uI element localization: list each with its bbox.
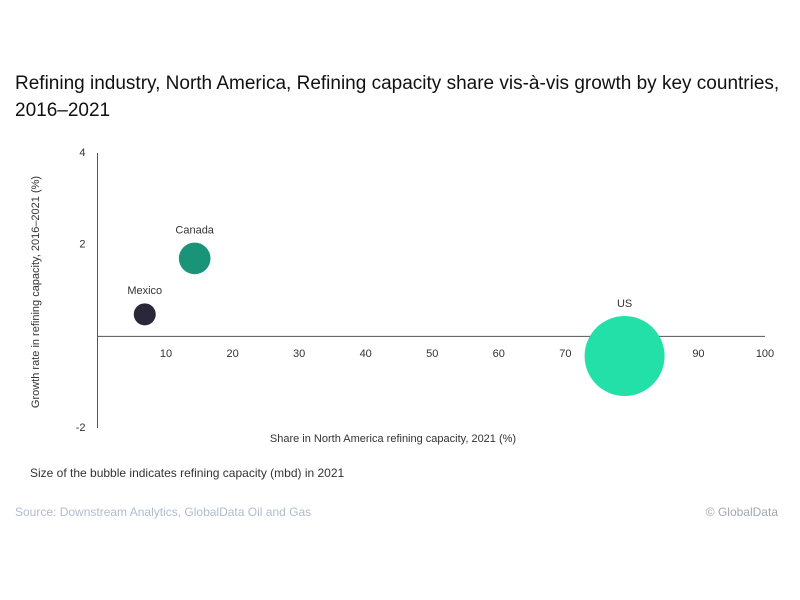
bubble xyxy=(178,242,211,275)
x-tick-label: 90 xyxy=(692,348,704,360)
source: Source: Downstream Analytics, GlobalData… xyxy=(15,505,312,519)
copyright: © GlobalData xyxy=(705,505,778,519)
y-tick-label: 4 xyxy=(79,147,85,159)
bubble-label: Canada xyxy=(175,224,214,236)
x-tick-label: 40 xyxy=(360,348,372,360)
x-tick-label: 10 xyxy=(160,348,172,360)
y-tick-label: -2 xyxy=(76,422,86,434)
x-tick-label: 50 xyxy=(426,348,438,360)
x-axis-label: Share in North America refining capacity… xyxy=(270,433,516,445)
y-axis-label: Growth rate in refining capacity, 2016–2… xyxy=(30,176,42,408)
y-tick-label: 2 xyxy=(79,239,85,251)
x-tick-label: 70 xyxy=(559,348,571,360)
chart-title: Refining industry, North America, Refini… xyxy=(15,73,780,121)
bubble xyxy=(584,316,665,397)
bubble-label: Mexico xyxy=(127,285,162,297)
x-tick-label: 20 xyxy=(226,348,238,360)
bubble-label: US xyxy=(617,298,632,310)
note: Size of the bubble indicates refining ca… xyxy=(30,466,345,480)
x-tick-label: 100 xyxy=(756,348,774,360)
bubble xyxy=(133,303,156,326)
x-tick-label: 30 xyxy=(293,348,305,360)
x-tick-label: 60 xyxy=(493,348,505,360)
